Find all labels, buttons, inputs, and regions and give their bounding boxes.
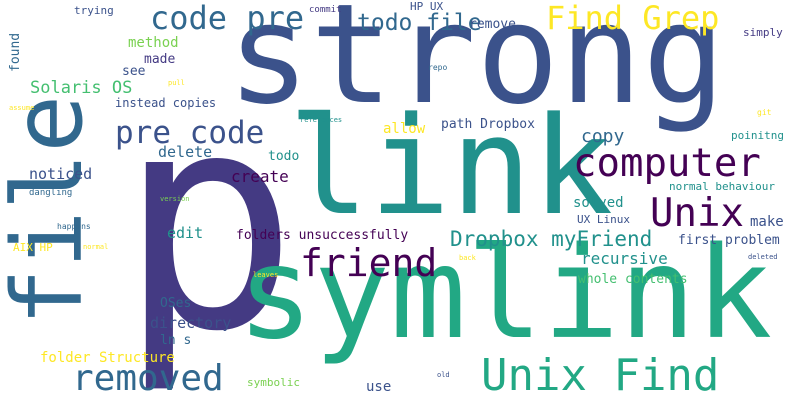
word-create: create	[231, 167, 289, 186]
word-p: p	[118, 48, 299, 397]
word-whole-contents: whole contents	[578, 272, 688, 287]
word-dangling: dangling	[29, 188, 73, 198]
word-solaris-os: Solaris OS	[30, 78, 133, 98]
word-path-dropbox: path Dropbox	[441, 117, 535, 132]
word-deleted: deleted	[748, 253, 778, 261]
word-computer: computer	[573, 141, 761, 186]
word-version: version	[160, 195, 190, 203]
word-pre-code: pre code	[115, 115, 265, 151]
word-back: back	[459, 254, 476, 262]
word-instead-copies: instead copies	[115, 96, 217, 110]
word-pull: pull	[168, 79, 185, 87]
word-copy: copy	[581, 126, 625, 147]
word-aix-hp: AIX HP	[13, 241, 53, 254]
word-code-pre: code pre	[150, 0, 305, 37]
word-method: method	[128, 35, 179, 51]
word-removed: removed	[72, 358, 224, 399]
word-symlink: symlink	[237, 219, 773, 367]
word-trying: trying	[74, 4, 114, 17]
word-ux-linux: UX Linux	[577, 213, 630, 226]
word-references: references	[300, 116, 343, 124]
word-see: see	[122, 64, 146, 79]
word-normal: normal	[83, 243, 109, 251]
word-happens: happens	[57, 222, 91, 231]
word-commit: commit	[309, 5, 342, 15]
word-delete: delete	[158, 143, 213, 161]
word-allow: allow	[383, 121, 426, 137]
word-directory: directory	[150, 314, 232, 332]
word-find-grep: Find Grep	[546, 0, 720, 37]
word-hp-ux: HP UX	[410, 0, 444, 13]
word-poinitng: poinitng	[731, 129, 784, 142]
word-old: old	[437, 371, 450, 379]
word-todo: todo	[268, 149, 300, 164]
word-make: make	[750, 214, 784, 230]
word-todo-file: todo file	[357, 10, 482, 36]
word-simply: simply	[743, 26, 783, 39]
word-found: found	[8, 32, 23, 72]
word-first-problem: first problem	[678, 233, 780, 248]
word-folders-unsuccessfully: folders unsuccessfully	[236, 228, 409, 243]
word-recursive: recursive	[581, 249, 668, 268]
word-repo: repo	[428, 63, 448, 72]
word-strong: strong	[227, 0, 726, 135]
word-use: use	[366, 379, 392, 395]
word-file: file	[0, 94, 104, 326]
word-made: made	[144, 52, 176, 67]
word-unix-find: Unix Find	[481, 350, 720, 400]
word-unix: Unix	[650, 191, 744, 236]
word-noticed: noticed	[29, 165, 93, 183]
word-oses: OSes	[160, 296, 192, 311]
word-edit: edit	[167, 224, 204, 242]
word-leaves: leaves	[253, 271, 279, 279]
word-folder-structure: folder Structure	[40, 350, 175, 366]
word-git: git	[757, 108, 772, 117]
word-symbolic: symbolic	[247, 376, 300, 389]
word-assume: assume	[9, 104, 35, 112]
word-link: link	[288, 88, 614, 245]
word-ln-s: ln s	[160, 333, 192, 348]
word-solved: solved	[573, 195, 624, 211]
word-normal-behaviour: normal behaviour	[669, 180, 775, 193]
word-friend: friend	[300, 241, 438, 285]
word-dropbox-myfriend: Dropbox myFriend	[450, 227, 653, 251]
word-remove: remove	[469, 17, 516, 32]
